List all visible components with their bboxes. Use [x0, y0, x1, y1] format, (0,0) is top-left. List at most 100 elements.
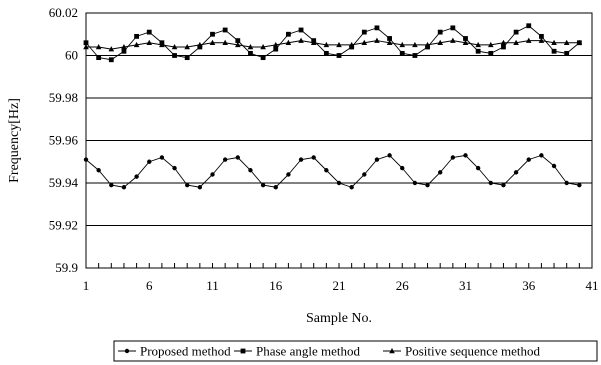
- series-line: [86, 40, 580, 50]
- data-point: [109, 182, 114, 188]
- legend-label: Proposed method: [140, 344, 231, 359]
- y-tick-label: 60: [65, 48, 78, 63]
- data-point: [400, 165, 405, 171]
- data-point: [210, 172, 215, 177]
- data-point: [83, 157, 89, 162]
- data-point: [513, 39, 519, 45]
- data-point: [513, 170, 519, 175]
- data-point: [323, 50, 329, 56]
- data-point: [463, 153, 468, 158]
- data-point: [336, 53, 342, 58]
- data-point: [412, 53, 418, 58]
- y-tick-label: 59.92: [49, 218, 78, 233]
- data-point: [171, 44, 178, 50]
- data-point: [500, 39, 507, 45]
- data-point: [564, 50, 570, 56]
- data-point: [538, 37, 545, 43]
- data-point: [286, 31, 291, 37]
- data-point: [222, 39, 228, 45]
- data-point: [539, 153, 544, 158]
- y-tick-label: 59.9: [55, 260, 78, 275]
- x-tick-label: 16: [269, 278, 283, 293]
- data-point: [184, 55, 190, 61]
- data-point: [438, 170, 443, 175]
- grid-lines: [86, 55, 592, 226]
- data-point: [437, 39, 443, 45]
- series-line: [85, 154, 580, 188]
- data-point: [134, 174, 139, 179]
- legend: Proposed method Phase angle method Positiv…: [113, 340, 598, 362]
- data-point: [96, 55, 102, 61]
- x-axis-label: Sample No.: [306, 311, 372, 326]
- y-axis-label: Frequency[Hz]: [7, 98, 22, 183]
- data-point: [147, 159, 152, 164]
- data-point: [462, 39, 469, 45]
- data-point: [539, 33, 544, 39]
- x-tick-label: 21: [333, 278, 346, 293]
- data-point: [576, 39, 583, 45]
- legend-item: Proposed method: [118, 344, 231, 359]
- data-point: [96, 168, 101, 173]
- data-point: [324, 168, 329, 173]
- data-point: [146, 39, 153, 45]
- data-point: [475, 41, 481, 48]
- data-point: [185, 182, 190, 188]
- data-point: [488, 50, 494, 56]
- data-point: [424, 41, 431, 48]
- data-point: [298, 27, 304, 33]
- data-point: [361, 39, 368, 45]
- data-point: [437, 29, 443, 35]
- y-tick-label: 59.94: [49, 175, 79, 190]
- data-point: [488, 41, 494, 48]
- x-tick-label: 11: [206, 278, 219, 293]
- data-point: [197, 185, 203, 190]
- data-point: [526, 157, 531, 162]
- data-point: [247, 44, 254, 50]
- legend-item: Positive sequence method: [383, 344, 541, 359]
- y-tick-label: 59.96: [49, 133, 79, 148]
- data-point: [134, 33, 139, 39]
- data-point: [210, 31, 215, 37]
- data-point: [374, 37, 380, 43]
- data-point: [95, 44, 102, 50]
- x-tick-label: 41: [586, 278, 599, 293]
- series-line: [85, 25, 580, 61]
- data-point: [450, 155, 456, 160]
- data-point: [526, 23, 532, 29]
- data-point: [184, 44, 190, 50]
- x-ticks: [85, 263, 593, 268]
- legend-label: Phase angle method: [256, 344, 360, 359]
- legend-box: [113, 340, 598, 362]
- data-point: [513, 29, 519, 35]
- data-point: [551, 39, 557, 45]
- data-point: [311, 155, 316, 160]
- data-point: [121, 48, 127, 54]
- data-point: [475, 48, 481, 54]
- data-point: [362, 172, 367, 177]
- data-point: [248, 50, 253, 56]
- data-point: [83, 40, 89, 46]
- data-point: [172, 53, 177, 58]
- data-point: [273, 185, 278, 190]
- x-tick-label: 6: [146, 278, 153, 293]
- data-point: [488, 180, 493, 186]
- data-point: [121, 44, 127, 50]
- data-point: [248, 168, 253, 173]
- data-point: [336, 180, 342, 186]
- data-point: [286, 172, 291, 177]
- legend-swatch-marker: [240, 348, 246, 354]
- x-tick-label: 36: [522, 278, 536, 293]
- data-point: [374, 25, 380, 31]
- data-point: [159, 155, 165, 160]
- data-point: [146, 29, 152, 35]
- data-point: [133, 41, 140, 48]
- legend-label: Positive sequence method: [405, 344, 541, 359]
- data-point: [475, 165, 481, 171]
- data-point: [197, 41, 203, 48]
- data-point: [563, 39, 570, 45]
- data-point: [310, 39, 317, 45]
- data-point: [108, 46, 115, 52]
- data-point: [260, 55, 266, 61]
- data-point: [222, 157, 228, 162]
